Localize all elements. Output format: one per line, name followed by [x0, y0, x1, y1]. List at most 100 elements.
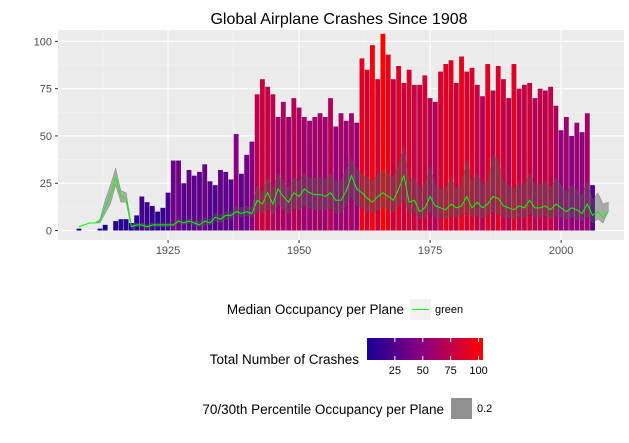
bar: [453, 82, 459, 231]
bar: [501, 79, 506, 231]
bar: [102, 224, 108, 231]
bar: [485, 64, 491, 231]
bar: [527, 82, 533, 231]
bar: [328, 98, 333, 231]
bar: [584, 113, 590, 231]
legend-count-ticks: 25 50 75 100: [389, 338, 488, 377]
bar: [417, 84, 423, 231]
bar: [223, 171, 229, 231]
legend-band-title: 70/30th Percentile Occupancy per Plane: [202, 402, 444, 417]
bar: [542, 90, 548, 231]
bar: [338, 113, 344, 231]
bar: [218, 170, 223, 231]
bar: [280, 101, 286, 231]
bar: [270, 94, 276, 231]
bar: [359, 58, 365, 231]
bar: [590, 185, 595, 231]
colorbar-tick-label: 100: [469, 365, 487, 377]
legend-median-label: green: [435, 304, 463, 316]
bar: [506, 98, 512, 231]
bar: [579, 132, 585, 231]
bar: [391, 79, 396, 231]
bar: [464, 71, 470, 231]
colorbar-tick-label: 75: [445, 365, 457, 377]
bar: [443, 64, 449, 231]
legend-median: Median Occupancy per Plane green: [227, 299, 463, 320]
bar: [170, 160, 176, 231]
bar: [197, 171, 202, 231]
bar: [532, 98, 538, 231]
x-tick-label: 1925: [156, 245, 180, 257]
bar: [239, 173, 244, 231]
y-tick-label: 25: [40, 178, 52, 190]
legend-count-colorbar: [367, 338, 483, 360]
bar: [317, 113, 323, 231]
bar: [123, 219, 129, 231]
median-line: [78, 173, 609, 228]
bar: [139, 196, 145, 231]
bar: [176, 160, 181, 231]
y-tick-label: 50: [40, 131, 52, 143]
chart-title: Global Airplane Crashes Since 1908: [210, 11, 467, 28]
bar: [212, 185, 218, 231]
bar: [254, 94, 260, 231]
x-tick-label: 1975: [418, 245, 442, 257]
bar: [563, 117, 569, 231]
colorbar-tick-label: 25: [389, 365, 401, 377]
bar: [438, 71, 443, 231]
bar: [522, 84, 527, 231]
bar: [349, 113, 354, 231]
bar: [558, 130, 564, 231]
bar: [191, 175, 197, 231]
bar: [333, 126, 339, 231]
bar: [553, 105, 559, 231]
bar: [574, 122, 580, 231]
bar: [312, 117, 318, 231]
bar: [259, 79, 265, 231]
legend-count-title: Total Number of Crashes: [210, 352, 360, 367]
bar: [291, 98, 297, 231]
bar: [459, 56, 464, 231]
axes: 1925 1950 1975 2000 0 25 50 75 100: [34, 36, 574, 257]
bar: [97, 228, 103, 231]
bar: [422, 75, 428, 231]
x-tick-label: 1950: [287, 245, 311, 257]
bar: [296, 107, 302, 231]
bar: [165, 192, 171, 231]
bar: [249, 141, 255, 231]
bar: [432, 101, 438, 231]
bar: [286, 117, 291, 231]
legend-band: 70/30th Percentile Occupancy per Plane 0…: [202, 398, 492, 419]
bar: [155, 211, 160, 231]
bar: [118, 219, 124, 231]
bar: [370, 45, 375, 231]
legend-band-label: 0.2: [477, 403, 492, 415]
legend-band-swatch: [451, 398, 472, 419]
legend-median-title: Median Occupancy per Plane: [227, 302, 404, 317]
bar: [160, 207, 166, 231]
bar: [207, 181, 213, 231]
bar: [343, 120, 349, 231]
bar: [537, 88, 543, 231]
bar: [228, 179, 234, 231]
bar: [375, 79, 381, 231]
colorbar-tick-label: 50: [417, 365, 429, 377]
bar: [113, 221, 119, 231]
bar: [202, 164, 208, 231]
bar: [427, 98, 433, 231]
bar: [385, 54, 391, 231]
bar: [322, 117, 328, 231]
bar: [480, 96, 485, 231]
bar: [307, 120, 312, 231]
bar: [448, 60, 454, 231]
y-tick-label: 100: [34, 36, 52, 48]
bar: [490, 90, 496, 231]
bar: [511, 64, 517, 231]
bar: [396, 65, 402, 231]
bar: [495, 65, 501, 231]
bar: [76, 228, 82, 231]
bar: [401, 82, 407, 231]
bar-series: [76, 33, 595, 231]
bar: [469, 67, 475, 231]
